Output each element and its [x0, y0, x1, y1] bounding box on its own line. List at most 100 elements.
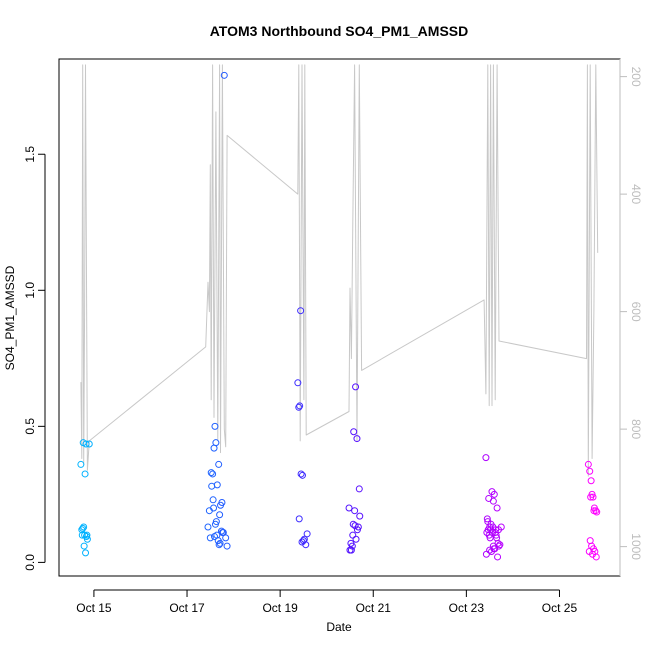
data-point [217, 501, 225, 509]
data-point [353, 526, 361, 534]
data-point [218, 528, 226, 536]
data-point [297, 307, 305, 315]
data-point [83, 535, 91, 543]
data-point [355, 485, 363, 493]
data-point [348, 542, 356, 550]
x-tick-label: Oct 21 [356, 601, 392, 615]
line-layer [80, 64, 599, 477]
data-point [85, 440, 93, 448]
data-point [296, 402, 304, 410]
data-point [489, 497, 497, 505]
data-point [351, 507, 359, 515]
data-point [353, 435, 361, 443]
data-point [212, 439, 220, 447]
data-point [299, 537, 307, 545]
data-point [493, 504, 501, 512]
data-point [356, 512, 364, 520]
y-axis-label: SO4_PM1_AMSSD [3, 265, 17, 370]
data-point [222, 534, 230, 542]
data-point [82, 549, 90, 557]
right-tick-label: 400 [629, 184, 643, 204]
y-axis: 0.0 0.5 1.0 1.5 [23, 146, 46, 571]
data-point [208, 482, 216, 490]
data-point [482, 550, 490, 558]
data-point [586, 467, 594, 475]
data-point [298, 471, 306, 479]
right-tick-label: 800 [629, 419, 643, 439]
data-point [81, 470, 89, 478]
data-point [496, 541, 504, 549]
y-tick-label: 1.0 [23, 282, 37, 299]
x-axis: Oct 15 Oct 17 Oct 19 Oct 21 Oct 23 Oct 25 [76, 589, 578, 615]
x-tick-label: Oct 17 [169, 601, 205, 615]
data-point [349, 531, 357, 539]
y-tick-label: 0.5 [23, 418, 37, 435]
x-tick-label: Oct 19 [262, 601, 298, 615]
plot-frame [58, 58, 621, 577]
data-point [298, 538, 306, 546]
x-axis-label: Date [326, 620, 352, 634]
data-point [215, 541, 223, 549]
data-point [584, 460, 592, 468]
data-point [494, 553, 502, 561]
data-point [216, 539, 224, 547]
data-point [352, 383, 360, 391]
data-point [592, 507, 600, 515]
data-point [77, 460, 85, 468]
data-point [79, 524, 87, 532]
data-point [216, 511, 224, 519]
data-point [80, 542, 88, 550]
data-point [589, 493, 597, 501]
data-point [294, 379, 302, 387]
data-point [490, 490, 498, 498]
data-point [351, 522, 359, 530]
data-point [489, 542, 497, 550]
data-point [587, 477, 595, 485]
data-point [220, 71, 228, 79]
data-point [345, 504, 353, 512]
data-point [211, 422, 219, 430]
data-point [497, 523, 505, 531]
x-tick-label: Oct 15 [76, 601, 112, 615]
data-point [590, 507, 598, 515]
data-point [209, 496, 217, 504]
data-point [210, 504, 218, 512]
data-point [217, 527, 225, 535]
data-point [483, 515, 491, 523]
y-tick-label: 0.0 [23, 554, 37, 571]
data-point [303, 530, 311, 538]
data-point [209, 470, 217, 478]
right-tick-label: 200 [629, 67, 643, 87]
data-point [82, 440, 90, 448]
right-tick-label: 1000 [629, 533, 643, 560]
y-tick-label: 1.5 [23, 146, 37, 163]
data-point [587, 493, 595, 501]
point-layer [77, 71, 601, 561]
data-point [204, 523, 212, 531]
data-point [223, 542, 231, 550]
data-point [295, 515, 303, 523]
data-point [482, 454, 490, 462]
data-point [592, 553, 600, 561]
y-axis-right: 200 400 600 800 1000 [619, 59, 643, 576]
data-point [206, 534, 214, 542]
data-point [213, 481, 221, 489]
x-tick-label: Oct 25 [542, 601, 578, 615]
series-line [80, 64, 599, 477]
data-point [352, 535, 360, 543]
x-tick-label: Oct 23 [449, 601, 485, 615]
data-point [207, 469, 215, 477]
data-point [347, 546, 355, 554]
data-point [78, 531, 86, 539]
data-point [215, 460, 223, 468]
chart-title: ATOM3 Northbound SO4_PM1_AMSSD [210, 23, 469, 39]
data-point [295, 403, 303, 411]
data-point [350, 428, 358, 436]
right-tick-label: 600 [629, 302, 643, 322]
data-point [211, 520, 219, 528]
data-point [297, 470, 305, 478]
data-point [349, 520, 357, 528]
data-point [78, 526, 86, 534]
data-point [213, 531, 221, 539]
